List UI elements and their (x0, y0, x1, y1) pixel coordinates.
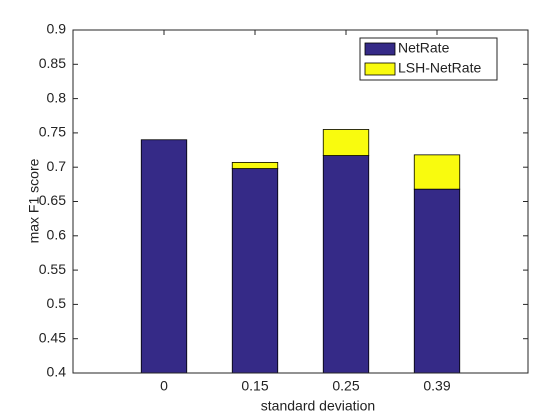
axes-box (72, 29, 529, 374)
bar-segment (140, 139, 188, 374)
y-tick-label: 0.5 (47, 295, 67, 311)
y-axis-label: max F1 score (26, 158, 42, 243)
y-tick-label: 0.45 (39, 329, 66, 345)
bar-segment (413, 188, 461, 374)
legend-label: LSH-NetRate (398, 60, 481, 76)
y-tick-label: 0.75 (39, 124, 66, 140)
x-tick-label: 0 (160, 378, 168, 394)
bar-segment (322, 129, 370, 156)
legend-swatch (364, 42, 396, 56)
x-tick-label: 0.25 (332, 378, 359, 394)
y-tick-label: 0.65 (39, 192, 66, 208)
legend-swatch (364, 62, 396, 76)
bar-segment (413, 154, 461, 190)
y-tick-label: 0.6 (47, 227, 67, 243)
y-tick-label: 0.9 (47, 21, 67, 37)
y-tick-label: 0.4 (47, 364, 67, 380)
bar-segment (231, 168, 279, 374)
bar-segment (322, 155, 370, 374)
y-tick-label: 0.85 (39, 55, 66, 71)
bar-segment (231, 161, 279, 169)
y-tick-label: 0.8 (47, 89, 67, 105)
x-axis-label: standard deviation (261, 398, 375, 414)
x-tick-label: 0.15 (241, 378, 268, 394)
y-tick-label: 0.7 (47, 158, 67, 174)
legend-label: NetRate (398, 40, 450, 56)
y-tick-label: 0.55 (39, 261, 66, 277)
x-tick-label: 0.39 (423, 378, 450, 394)
